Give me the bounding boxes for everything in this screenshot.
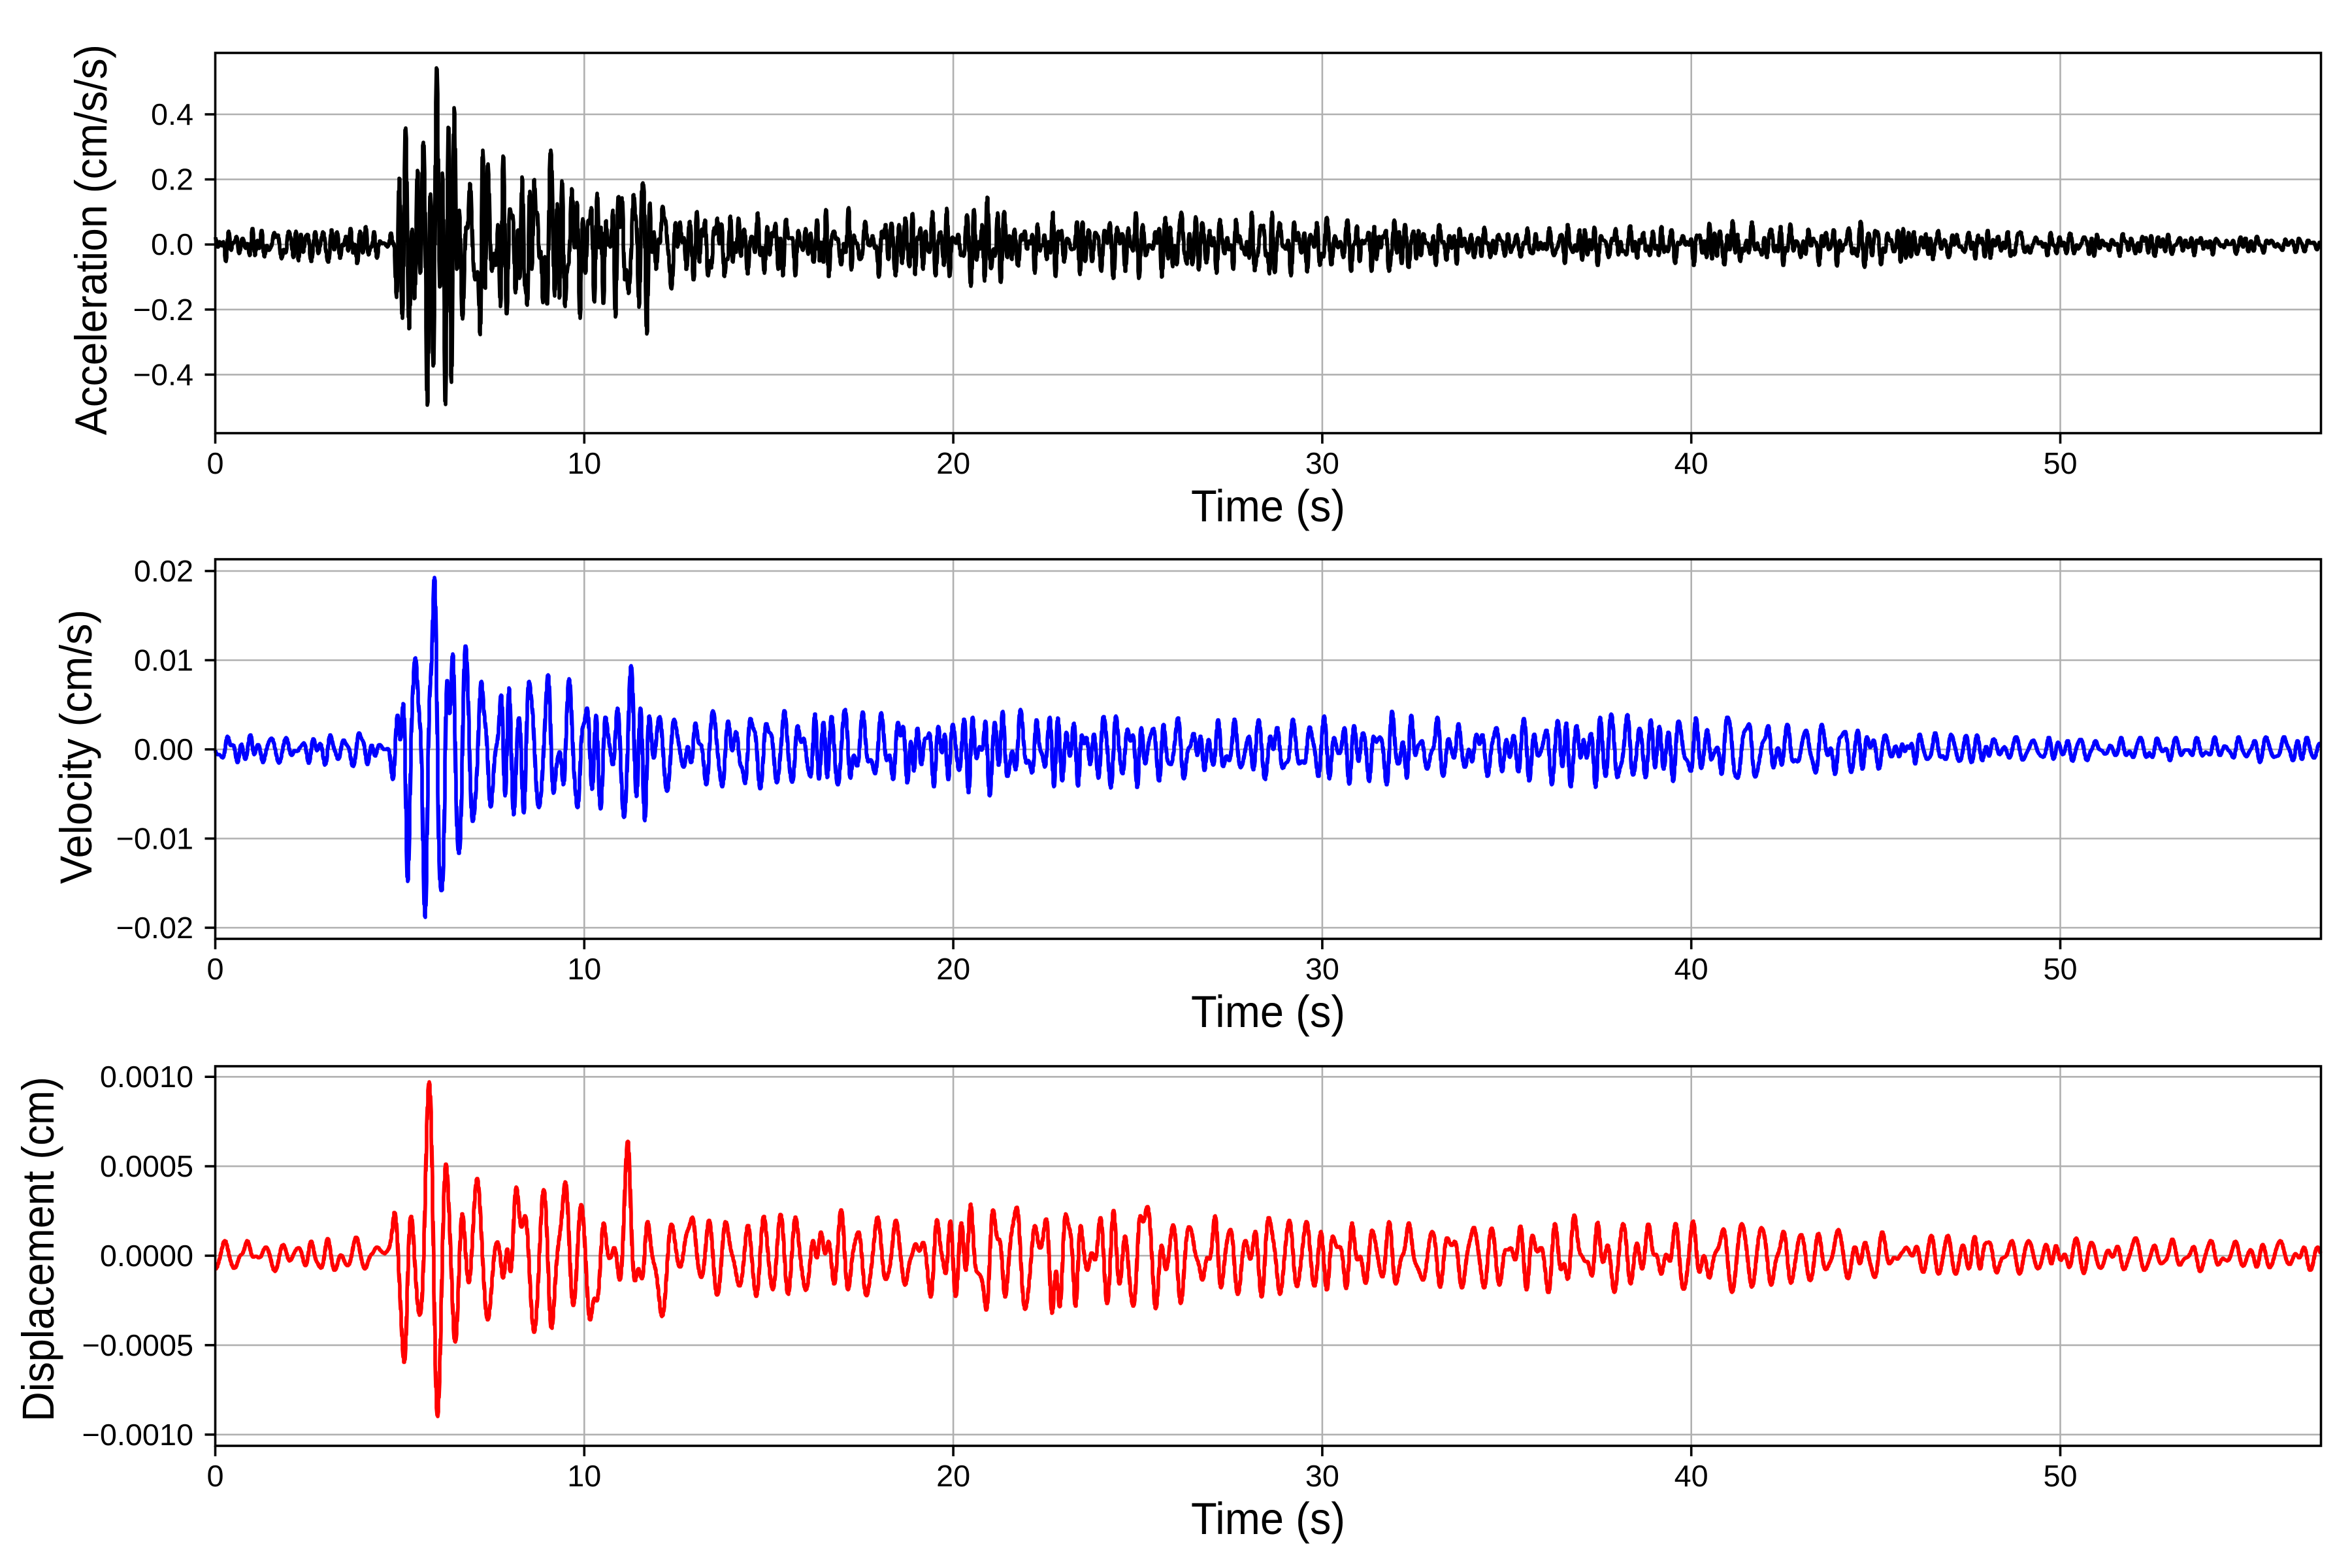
svg-text:Time (s): Time (s): [1191, 987, 1345, 1037]
svg-text:30: 30: [1305, 1459, 1339, 1493]
svg-text:20: 20: [936, 446, 970, 480]
svg-text:20: 20: [936, 952, 970, 986]
svg-text:10: 10: [567, 446, 601, 480]
svg-text:50: 50: [2043, 446, 2077, 480]
svg-text:0: 0: [206, 952, 223, 986]
svg-text:0: 0: [206, 1459, 223, 1493]
svg-text:−0.01: −0.01: [116, 822, 193, 856]
svg-text:50: 50: [2043, 1459, 2077, 1493]
svg-text:0.02: 0.02: [134, 554, 193, 588]
svg-text:0.00: 0.00: [134, 732, 193, 766]
svg-text:Displacement (cm): Displacement (cm): [13, 1077, 63, 1422]
svg-text:−0.0005: −0.0005: [82, 1328, 193, 1362]
svg-text:0.0010: 0.0010: [100, 1060, 193, 1094]
svg-text:0.0000: 0.0000: [100, 1239, 193, 1273]
svg-text:−0.2: −0.2: [133, 293, 193, 327]
svg-text:0.2: 0.2: [151, 163, 193, 197]
svg-text:Acceleration (cm/s/s): Acceleration (cm/s/s): [66, 44, 116, 435]
svg-text:30: 30: [1305, 952, 1339, 986]
svg-text:50: 50: [2043, 952, 2077, 986]
svg-text:−0.4: −0.4: [133, 357, 193, 391]
svg-text:30: 30: [1305, 446, 1339, 480]
svg-text:40: 40: [1674, 1459, 1708, 1493]
svg-text:0.01: 0.01: [134, 644, 193, 678]
svg-text:0.0005: 0.0005: [100, 1149, 193, 1183]
svg-text:40: 40: [1674, 446, 1708, 480]
svg-text:10: 10: [567, 1459, 601, 1493]
svg-text:10: 10: [567, 952, 601, 986]
svg-text:0.0: 0.0: [151, 227, 193, 261]
svg-text:Velocity (cm/s): Velocity (cm/s): [51, 610, 101, 884]
svg-text:0.4: 0.4: [151, 97, 193, 131]
svg-text:Time (s): Time (s): [1191, 1494, 1345, 1544]
svg-text:Time (s): Time (s): [1191, 481, 1345, 531]
svg-text:−0.02: −0.02: [116, 911, 193, 945]
svg-text:20: 20: [936, 1459, 970, 1493]
svg-text:0: 0: [206, 446, 223, 480]
svg-text:−0.0010: −0.0010: [82, 1418, 193, 1452]
svg-text:40: 40: [1674, 952, 1708, 986]
